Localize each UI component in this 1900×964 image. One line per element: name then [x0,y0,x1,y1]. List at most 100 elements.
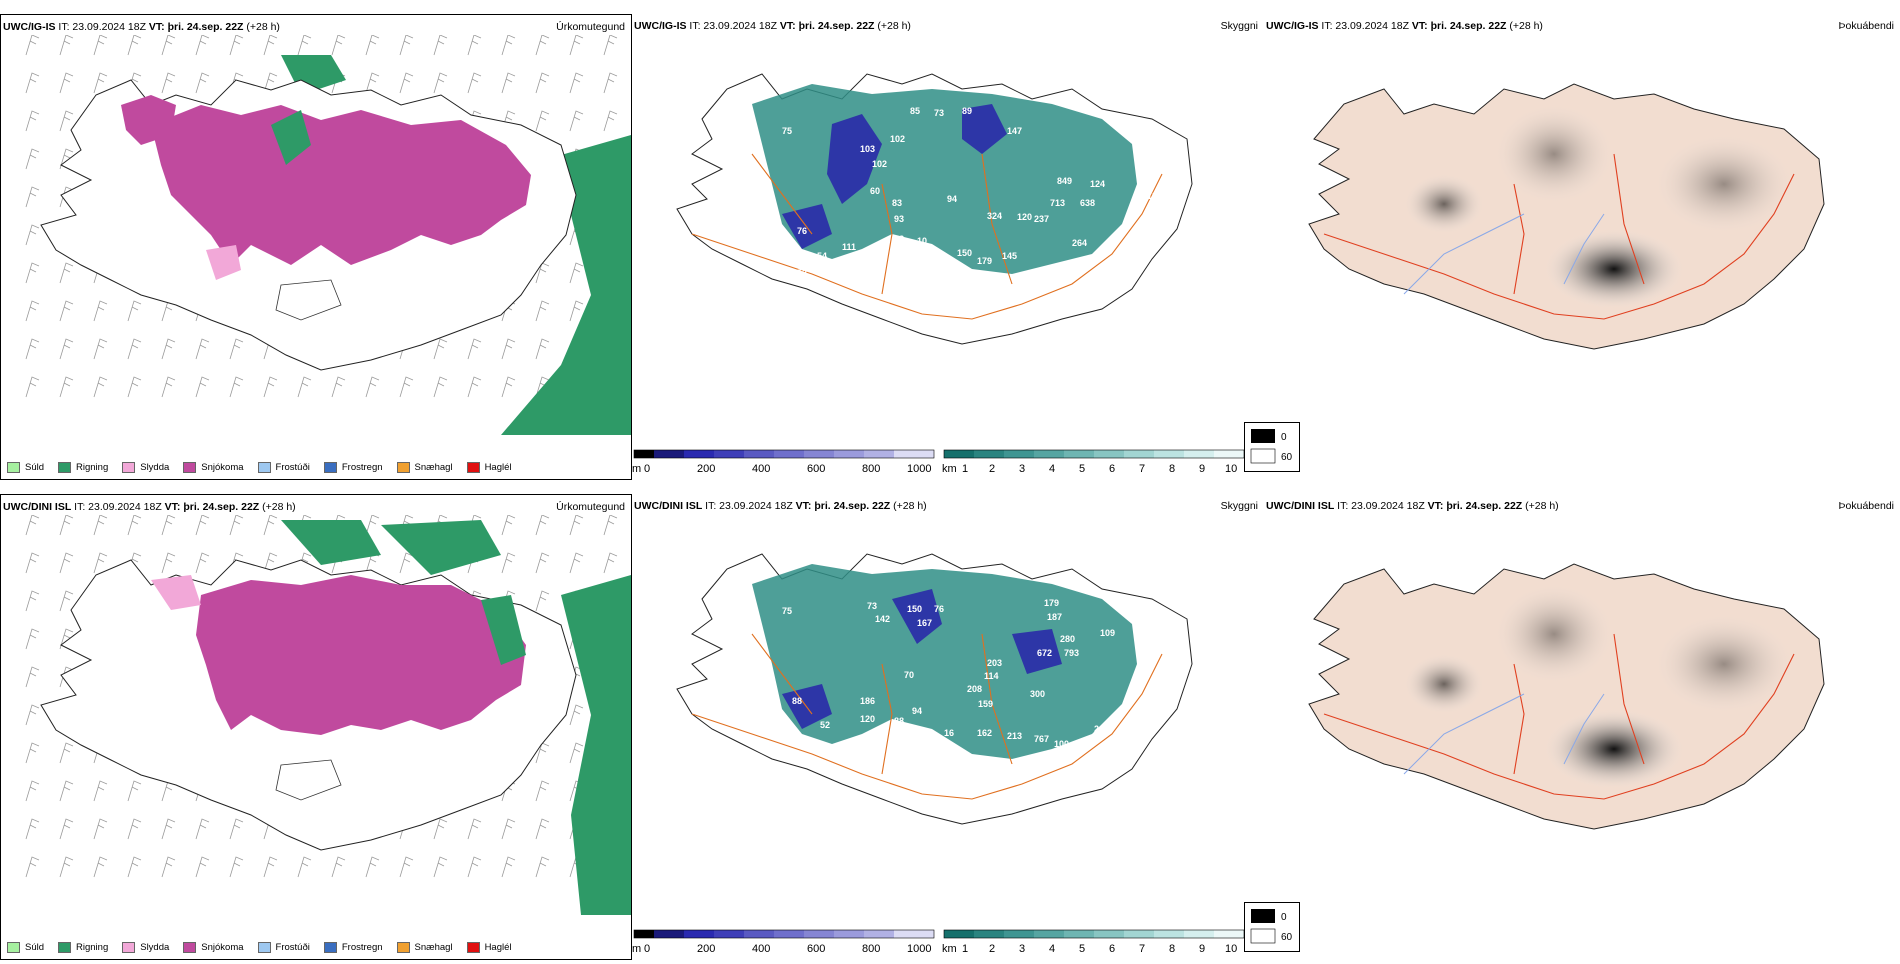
svg-text:400: 400 [752,463,770,475]
svg-text:0: 0 [1281,432,1287,443]
svg-text:4: 4 [1049,463,1055,475]
svg-text:70: 70 [904,670,914,680]
glacier-outline [275,279,342,321]
svg-text:10: 10 [1225,463,1237,475]
svg-text:9: 9 [1199,943,1205,955]
wind-barb [603,35,618,56]
wind-barb [501,72,516,94]
svg-text:75: 75 [782,606,792,616]
wind-barb [229,376,244,398]
wind-barb [535,110,550,132]
precip-type-map [25,515,631,915]
svg-text:60: 60 [870,186,880,196]
svg-text:200: 200 [697,943,715,955]
snow-area [151,105,531,265]
sea-rain-area [561,575,631,915]
wind-barb [569,552,584,574]
wind-barb [365,376,380,398]
panel-right-title: Úrkomutegund [556,501,625,513]
svg-text:120: 120 [860,714,875,724]
svg-text:793: 793 [1064,648,1079,658]
model-name: UWC/DINI ISL [3,501,72,513]
wind-barb [365,35,380,56]
road-network [691,153,1163,320]
wind-barb [93,338,108,360]
svg-text:16: 16 [944,728,954,738]
low-cloud-area [962,104,1007,154]
height-colorbar: m 0 200 400 600 800 1000 [632,929,935,955]
svg-text:94: 94 [912,706,922,716]
legend-item: Slydda [122,462,169,473]
precip-type-map [25,35,631,435]
height-colorbar: m 0 200 400 600 800 1000 [632,449,935,475]
legend-item: Haglél [466,462,512,473]
wind-barb [535,552,550,574]
panel-right-title: Þokuábendi [1838,20,1894,32]
wind-barb [93,818,108,840]
wind-barb [195,856,210,878]
wind-barb [59,628,74,650]
visibility-colorbar: km 1 2 3 4 5 6 7 8 9 10 [942,929,1245,955]
svg-text:68: 68 [752,91,762,101]
wind-barb [569,515,584,536]
svg-text:162: 162 [977,728,992,738]
wind-barb [59,780,74,802]
wind-barb [433,376,448,398]
wind-barb [161,338,176,360]
wind-barb [25,780,40,802]
svg-text:1: 1 [962,943,968,955]
svg-text:89: 89 [962,106,972,116]
wind-barb [59,262,74,284]
svg-text:9: 9 [1199,463,1205,475]
sleet-area [206,245,241,280]
svg-text:179: 179 [977,256,992,266]
svg-text:800: 800 [862,943,880,955]
svg-text:km: km [942,943,957,955]
svg-text:800: 800 [862,463,880,475]
legend-item: Súld [7,942,44,953]
wind-barb [195,338,210,360]
wind-barb [161,515,176,536]
wind-barb [331,376,346,398]
svg-text:52: 52 [797,268,807,278]
wind-barb [501,338,516,360]
wind-barb [467,376,482,398]
wind-barb [195,515,210,536]
svg-text:0: 0 [1281,912,1287,923]
wind-barb [535,300,550,322]
svg-text:124: 124 [1090,179,1105,189]
wind-barb [93,515,108,536]
fog-area [1404,174,1484,234]
svg-text:3: 3 [1019,943,1025,955]
wind-barb [195,376,210,398]
wind-barb [195,35,210,56]
svg-text:0: 0 [644,463,650,475]
wind-barb [59,515,74,536]
legend-item: Frostúði [257,462,310,473]
wind-barb [59,110,74,132]
svg-text:159: 159 [978,699,993,709]
wind-barb [399,376,414,398]
low-cloud-area [892,589,942,644]
svg-text:120: 120 [1017,212,1032,222]
wind-barb [569,110,584,132]
svg-text:672: 672 [1037,648,1052,658]
wind-barb [93,780,108,802]
wind-barb [365,515,380,536]
wind-barb [433,338,448,360]
svg-text:2: 2 [989,943,995,955]
wind-barb [603,515,618,536]
wind-barb [467,818,482,840]
snow-area [196,575,526,735]
wind-barb [127,300,142,322]
cloud-visibility-panel: UWC/IG-IS IT: 23.09.2024 18Z VT: þri. 24… [632,14,1300,480]
svg-text:102: 102 [890,134,905,144]
wind-barb [25,628,40,650]
svg-text:83: 83 [892,198,902,208]
panel-title: UWC/DINI ISL IT: 23.09.2024 18Z VT: þri.… [3,501,296,513]
svg-text:6: 6 [1109,943,1115,955]
glacier-outline [275,759,342,801]
wind-barb [59,338,74,360]
svg-text:200: 200 [697,463,715,475]
cloud-height-labels: 68 75 103 85 102 73 89 147 102 60 83 93 … [752,91,1162,278]
